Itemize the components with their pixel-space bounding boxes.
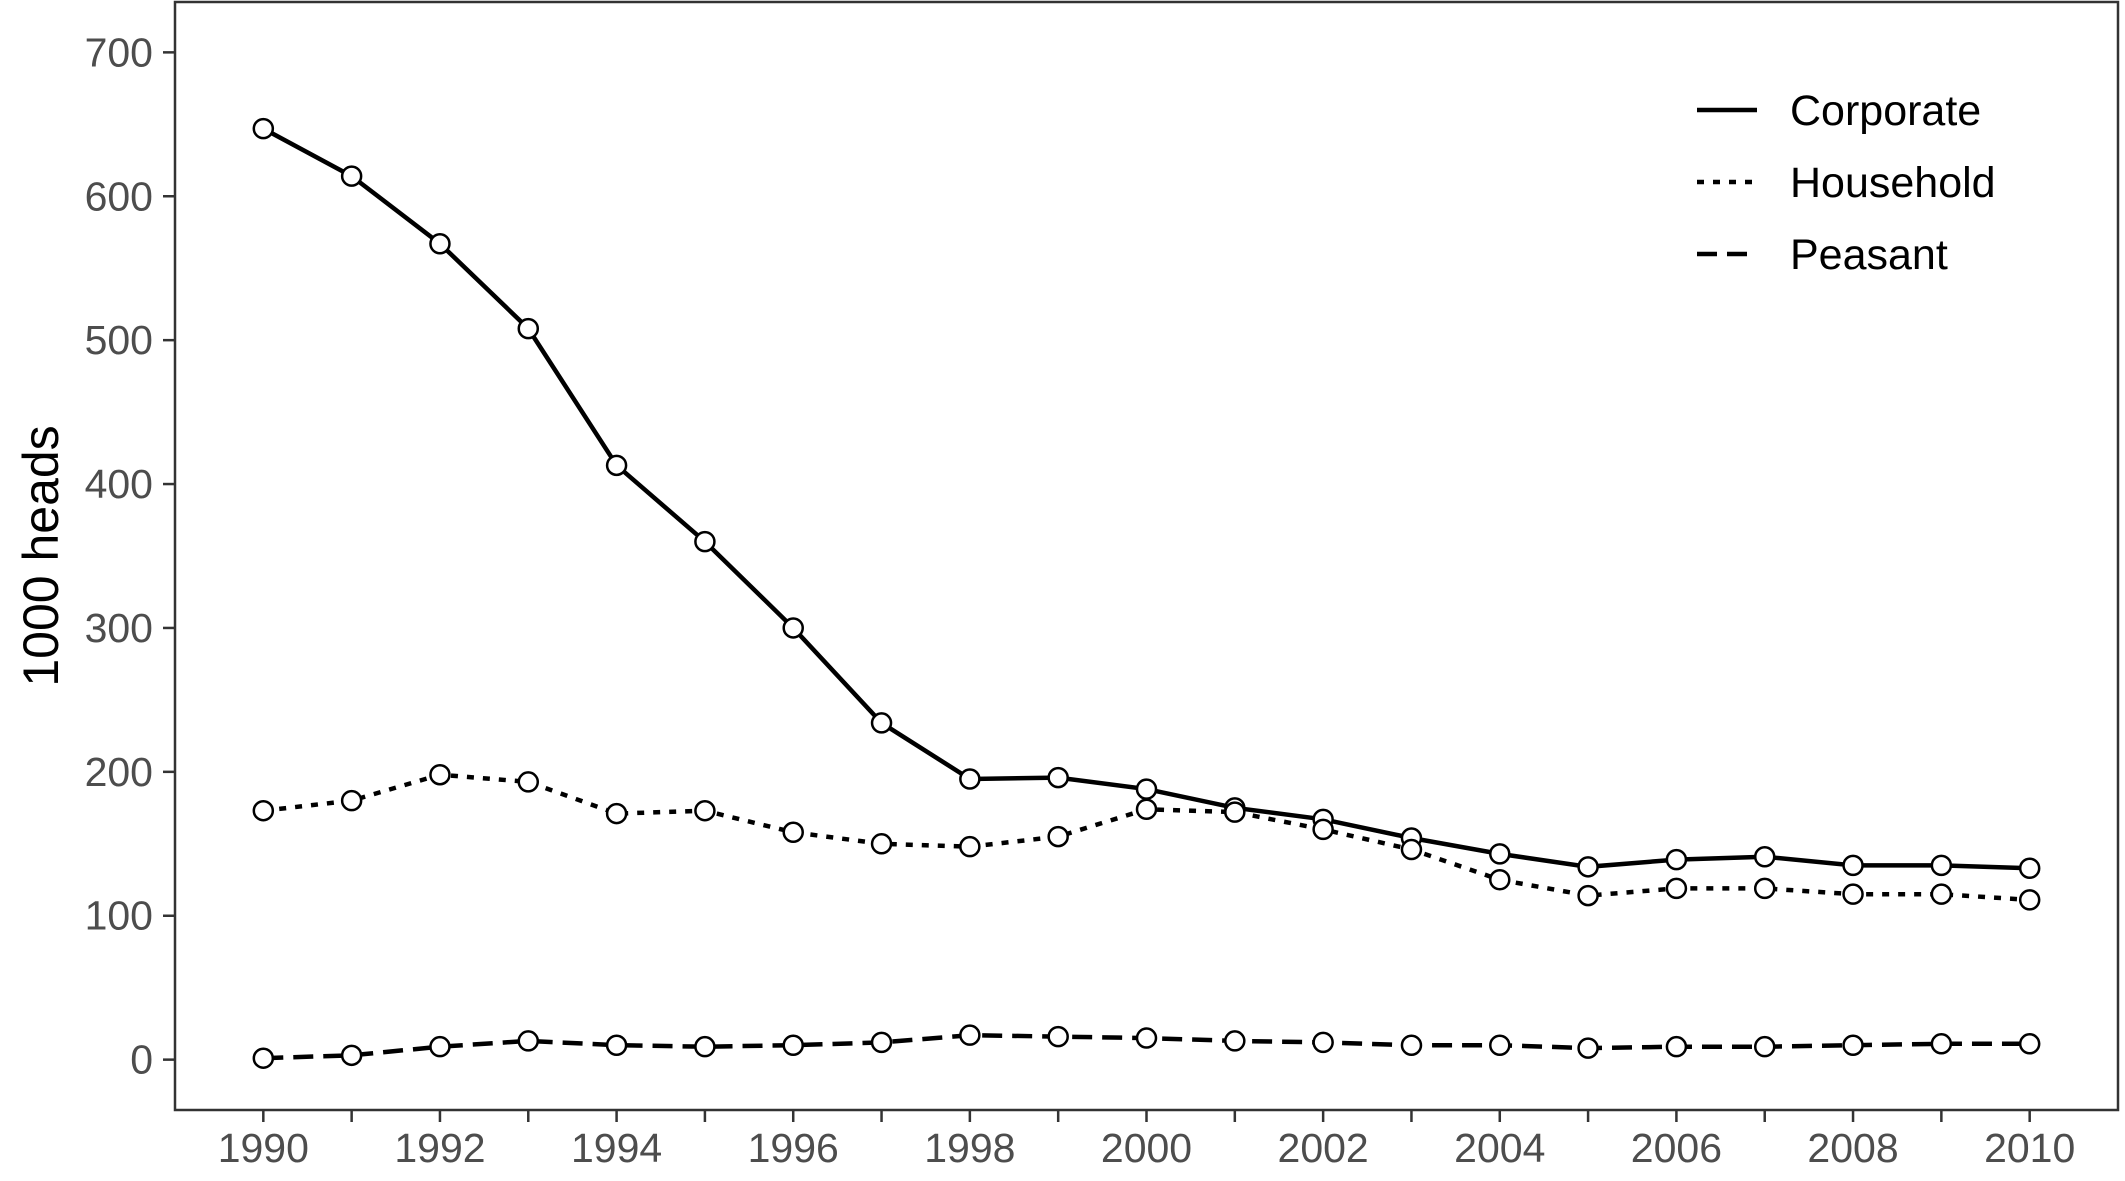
- y-tick-label: 200: [85, 749, 153, 795]
- legend-label: Corporate: [1790, 87, 1981, 135]
- data-point: [340, 165, 363, 187]
- data-point: [782, 821, 804, 844]
- data-point: [1489, 869, 1511, 891]
- data-point: [1930, 1033, 1953, 1055]
- data-point: [1842, 1034, 1864, 1056]
- data-point: [1489, 1034, 1511, 1056]
- data-point: [1312, 818, 1334, 841]
- data-point: [1665, 1035, 1688, 1058]
- data-point: [252, 799, 275, 822]
- data-point: [1224, 1030, 1246, 1052]
- data-point: [1577, 1037, 1599, 1059]
- data-point: [1224, 801, 1246, 823]
- data-point: [429, 232, 451, 255]
- legend-label: Peasant: [1790, 231, 1948, 279]
- data-point: [2018, 889, 2041, 911]
- x-tick-label: 2004: [1454, 1125, 1545, 1171]
- data-point: [517, 317, 540, 340]
- y-tick-label: 400: [85, 461, 153, 507]
- data-point: [870, 833, 893, 855]
- y-axis-title: 1000 heads: [13, 425, 69, 686]
- y-tick-label: 100: [85, 893, 153, 939]
- data-point: [782, 1034, 804, 1056]
- y-tick-label: 0: [130, 1037, 153, 1083]
- plot-points: [252, 117, 2041, 1069]
- data-point: [1842, 883, 1864, 905]
- x-tick-label: 1996: [748, 1125, 839, 1171]
- y-tick-label: 500: [85, 317, 153, 363]
- data-point: [694, 530, 716, 553]
- data-point: [605, 1034, 628, 1056]
- data-point: [1135, 1027, 1158, 1049]
- data-point: [2018, 857, 2041, 880]
- data-point: [429, 1035, 451, 1058]
- x-tick-label: 1990: [218, 1125, 309, 1171]
- data-point: [2018, 1033, 2041, 1055]
- data-point: [1665, 848, 1688, 871]
- data-point: [1047, 825, 1069, 848]
- data-point: [1047, 766, 1069, 789]
- legend: Corporate Household Peasant: [1697, 87, 1996, 279]
- x-tick-label: 2008: [1807, 1125, 1898, 1171]
- data-point: [1842, 854, 1864, 877]
- data-point: [517, 1030, 540, 1052]
- data-point: [1135, 798, 1158, 821]
- y-tick-label: 600: [85, 173, 153, 219]
- data-point: [959, 835, 981, 858]
- y-axis: 0 100 200 300 400 500 600 700: [85, 29, 175, 1083]
- data-point: [605, 454, 628, 477]
- x-axis: 1990 1992 1994 1996 1998 2000 2002 2004 2006 2008…: [218, 1110, 2075, 1171]
- data-point: [605, 802, 628, 825]
- data-point: [1930, 854, 1953, 877]
- data-point: [252, 117, 275, 140]
- data-point: [959, 1024, 981, 1046]
- x-tick-label: 1998: [924, 1125, 1015, 1171]
- data-point: [340, 1044, 363, 1067]
- x-tick-label: 2006: [1631, 1125, 1722, 1171]
- data-point: [694, 799, 716, 822]
- data-point: [1577, 856, 1599, 878]
- data-point: [1400, 838, 1423, 861]
- data-point: [429, 763, 451, 786]
- legend-label: Household: [1790, 159, 1996, 207]
- data-point: [1400, 1034, 1423, 1056]
- y-tick-label: 300: [85, 605, 153, 651]
- data-point: [1135, 778, 1158, 800]
- data-point: [1753, 845, 1776, 868]
- data-point: [1489, 843, 1511, 865]
- data-point: [1047, 1025, 1069, 1048]
- y-tick-label: 700: [85, 29, 153, 75]
- x-tick-label: 2000: [1101, 1125, 1192, 1171]
- x-tick-label: 1994: [571, 1125, 662, 1171]
- data-point: [252, 1047, 275, 1069]
- data-point: [782, 617, 804, 639]
- x-tick-label: 1992: [394, 1125, 485, 1171]
- data-point: [870, 712, 893, 734]
- x-tick-label: 2010: [1984, 1125, 2075, 1171]
- data-point: [340, 789, 363, 812]
- x-tick-label: 2002: [1278, 1125, 1369, 1171]
- data-point: [694, 1035, 716, 1058]
- data-point: [1665, 877, 1688, 900]
- data-point: [1753, 1035, 1776, 1058]
- data-point: [959, 768, 981, 790]
- data-point: [1577, 884, 1599, 907]
- data-point: [870, 1031, 893, 1054]
- data-point: [517, 771, 540, 793]
- data-point: [1312, 1031, 1334, 1054]
- data-point: [1930, 883, 1953, 905]
- data-point: [1753, 877, 1776, 900]
